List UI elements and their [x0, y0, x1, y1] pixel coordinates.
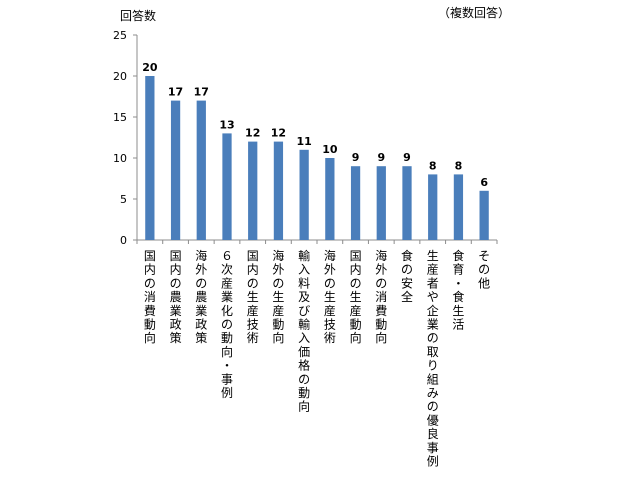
data-label: 8 [455, 159, 463, 172]
y-tick-label: 20 [113, 70, 127, 83]
category-label: 海外の消費動向 [375, 248, 387, 345]
bar [402, 166, 412, 240]
data-label: 20 [142, 61, 158, 74]
category-label: その他 [478, 249, 490, 290]
category-label: 国内の生産動向 [350, 249, 362, 345]
category-label: ６次産業化の動向・事例 [221, 249, 233, 400]
y-tick-label: 15 [113, 111, 127, 124]
data-label: 17 [168, 86, 183, 99]
category-label: 食育・食生活 [452, 248, 464, 332]
bar [428, 174, 438, 240]
data-label: 9 [377, 151, 385, 164]
category-label: 生産者や企業の取り組みの優良事例 [427, 249, 439, 468]
data-label: 9 [403, 151, 411, 164]
data-label: 6 [480, 176, 488, 189]
bar [453, 174, 464, 240]
bar [350, 166, 361, 240]
category-label: 海外の生産動向 [272, 248, 284, 345]
y-tick-label: 0 [120, 234, 127, 247]
category-label: 国内の農業政策 [170, 249, 182, 345]
bar [222, 133, 232, 240]
data-label: 9 [352, 151, 360, 164]
bar [196, 100, 206, 240]
category-label: 輸入料及び輸入価格の動向 [298, 248, 310, 414]
data-label: 12 [271, 127, 286, 140]
bar [376, 166, 386, 240]
bar [299, 149, 309, 240]
bar [145, 76, 155, 240]
bar [479, 190, 489, 240]
bar [325, 158, 335, 240]
category-label: 食の安全 [401, 248, 413, 304]
category-label: 海外の生産技術 [324, 248, 336, 345]
category-labels: 国内の消費動向 国内の農業政策 海外の農業政策 ６次産業化の動向・事例 国内の生産技術 海… [144, 248, 490, 468]
data-label: 11 [296, 135, 311, 148]
multiple-answers-note: （複数回答） [438, 5, 510, 20]
bars: 20 17 17 13 12 12 11 10 9 9 9 8 8 6 [142, 61, 489, 240]
bar [170, 100, 181, 240]
y-tick-label: 5 [120, 193, 127, 206]
data-label: 12 [245, 127, 260, 140]
y-tick-label: 25 [113, 29, 127, 42]
data-label: 10 [322, 143, 338, 156]
bar [273, 141, 284, 240]
bar [248, 141, 258, 240]
y-axis-title: 回答数 [120, 8, 156, 23]
data-label: 13 [219, 118, 234, 131]
y-tick-label: 10 [113, 152, 127, 165]
data-label: 17 [194, 86, 209, 99]
category-label: 国内の生産技術 [247, 249, 259, 345]
category-label: 国内の消費動向 [144, 249, 156, 345]
category-label: 海外の農業政策 [195, 248, 207, 345]
data-label: 8 [429, 159, 437, 172]
